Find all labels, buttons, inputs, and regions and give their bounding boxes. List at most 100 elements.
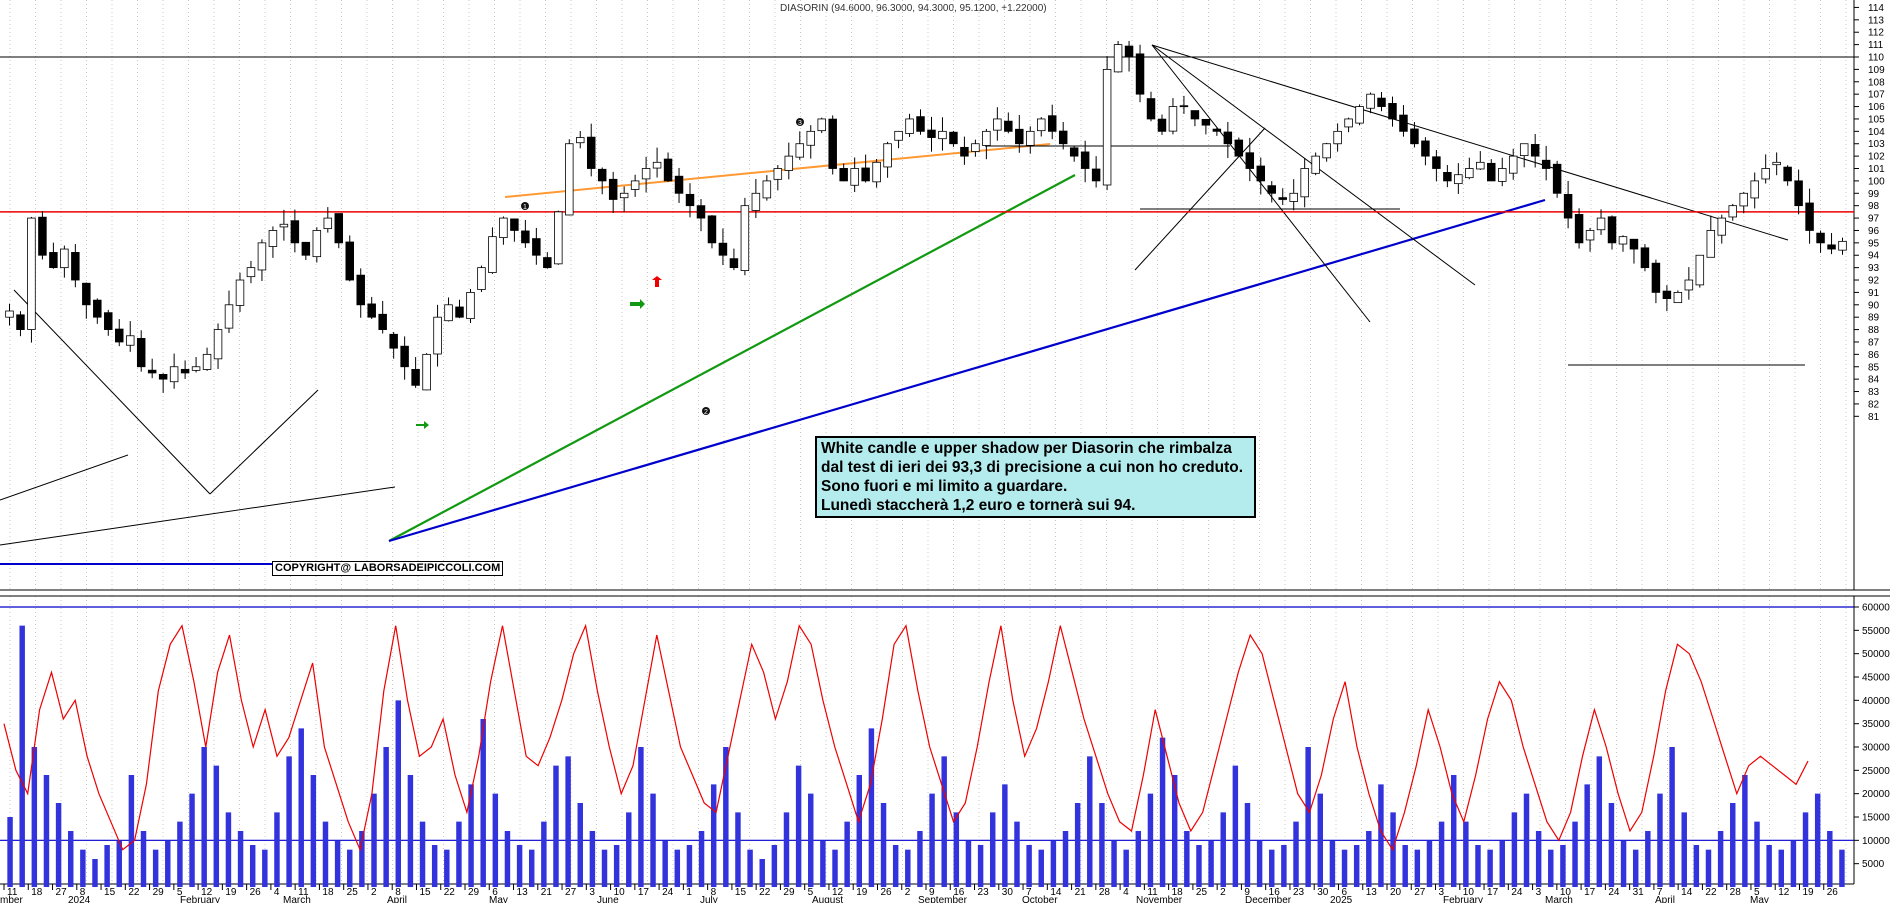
horizontal-levels (0, 56, 1854, 841)
candle-body (1333, 130, 1342, 145)
date-tick-label: 21 (1075, 887, 1087, 898)
month-label: November (1136, 895, 1183, 903)
month-label: August (812, 895, 843, 903)
candle-body (1761, 168, 1770, 180)
candle-body (422, 353, 431, 391)
price-tick-label: 95 (1868, 238, 1880, 249)
candle-body (1300, 168, 1309, 198)
marker-1 (521, 202, 529, 210)
candle-body (1695, 254, 1705, 286)
date-tick-label: 24 (1608, 887, 1620, 898)
date-tick-label: 17 (1584, 887, 1596, 898)
candle-body (378, 313, 387, 330)
volume-tick-label: 30000 (1862, 743, 1890, 754)
month-label: mber (0, 895, 23, 903)
date-tick-label: 17 (638, 887, 650, 898)
candle-body (1157, 118, 1167, 132)
candle-body (696, 205, 706, 219)
candle-body (1596, 217, 1606, 231)
annotation-line-2: dal test di ieri dei 93,3 di precisione … (821, 459, 1244, 476)
price-tick-label: 102 (1868, 152, 1885, 163)
candle-body (1783, 166, 1792, 182)
candle-body (608, 178, 618, 200)
month-label: May (489, 895, 508, 903)
candle-body (1662, 290, 1672, 300)
price-tick-label: 111 (1868, 40, 1884, 51)
candle-body (1080, 151, 1090, 169)
price-tick-label: 87 (1868, 337, 1880, 348)
candle-body (499, 217, 508, 239)
chart-title: DIASORIN (94.6000, 96.3000, 94.3000, 95.… (780, 3, 1047, 14)
date-tick-label: 22 (1705, 887, 1717, 898)
candle-body (740, 205, 750, 272)
date-tick-label: 13 (517, 887, 529, 898)
price-tick-label: 98 (1868, 201, 1880, 212)
candle-body (213, 329, 223, 360)
candle-body (586, 136, 596, 169)
date-tick-label: 11 (298, 887, 309, 898)
candle-body (817, 118, 826, 132)
price-tick-label: 96 (1868, 226, 1880, 237)
candle-body (444, 304, 453, 322)
price-tick-label: 100 (1868, 176, 1885, 187)
date-tick-label: 18 (31, 887, 43, 898)
candle-body (125, 335, 135, 346)
volume-tick-label: 60000 (1862, 603, 1890, 614)
candle-body (1838, 240, 1847, 251)
date-tick-label: 7 (1026, 887, 1032, 898)
candle-body (1530, 144, 1540, 157)
volume-tick-label: 5000 (1862, 859, 1885, 870)
date-tick-label: 26 (250, 887, 262, 898)
candle-body (1827, 244, 1836, 250)
price-tick-label: 97 (1868, 214, 1880, 225)
date-tick-label: 22 (128, 887, 140, 898)
candle-body (751, 192, 761, 211)
price-tick-label: 112 (1868, 28, 1884, 39)
candle-body (1805, 202, 1814, 231)
date-tick-label: 27 (1414, 887, 1426, 898)
candle-body (1146, 98, 1156, 120)
candle-body (861, 167, 870, 182)
price-tick-label: 106 (1868, 102, 1885, 113)
trendline-black-3 (0, 486, 396, 546)
candle-body (1487, 162, 1496, 182)
candle-body (1113, 44, 1123, 73)
candlesticks (5, 40, 1847, 393)
candle-body (1421, 140, 1430, 157)
month-label: June (597, 895, 619, 903)
marker-3-label: 3 (798, 120, 802, 127)
candle-body (1684, 279, 1694, 291)
candle-body (1058, 130, 1068, 145)
date-tick-label: 3 (1536, 887, 1542, 898)
date-tick-label: 29 (153, 887, 165, 898)
candle-body (1465, 168, 1474, 179)
volume-tick-label: 35000 (1862, 719, 1890, 730)
candle-body (1640, 247, 1650, 269)
candle-body (312, 230, 322, 258)
candle-body (729, 258, 739, 269)
candle-body (1618, 236, 1628, 245)
date-tick-label: 18 (322, 887, 334, 898)
candle-body (1717, 217, 1727, 236)
candle-body (389, 333, 398, 349)
candle-body (1190, 110, 1200, 120)
candle-body (16, 314, 25, 330)
candle-body (993, 118, 1002, 131)
price-tick-label: 110 (1868, 53, 1884, 64)
annotation-line-3: Sono fuori e mi limito a guardare. (821, 478, 1068, 495)
candle-body (1728, 205, 1737, 218)
candle-body (224, 304, 234, 329)
month-label: April (387, 895, 407, 903)
candle-body (1552, 163, 1562, 194)
date-tick-label: 4 (1123, 887, 1129, 898)
volume-tick-label: 50000 (1862, 649, 1890, 660)
month-label: March (1545, 895, 1573, 903)
date-tick-label: 29 (783, 887, 795, 898)
candle-body (1355, 106, 1364, 124)
candle-body (707, 215, 717, 244)
candle-body (883, 143, 892, 168)
candle-body (1739, 192, 1748, 207)
candle-body (1267, 185, 1276, 194)
price-tick-label: 81 (1868, 412, 1880, 423)
candle-body (1015, 128, 1024, 145)
